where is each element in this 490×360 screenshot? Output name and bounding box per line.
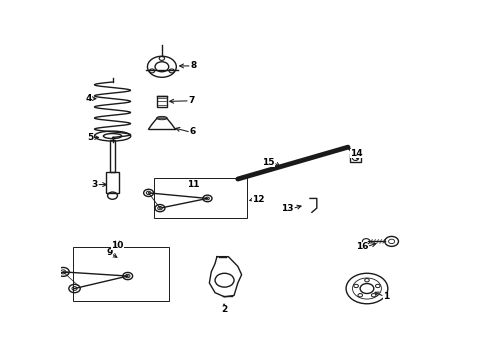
Text: 3: 3 — [92, 180, 98, 189]
Bar — [110, 140, 115, 172]
Text: 15: 15 — [262, 158, 275, 167]
Text: 5: 5 — [87, 133, 94, 142]
Text: 13: 13 — [281, 204, 294, 213]
Text: 8: 8 — [190, 62, 196, 71]
Bar — [154, 177, 247, 218]
Bar — [157, 96, 167, 107]
Text: 11: 11 — [187, 180, 199, 189]
Text: 9: 9 — [107, 248, 113, 257]
Text: 4: 4 — [86, 94, 93, 103]
Text: 7: 7 — [189, 96, 195, 105]
Text: 12: 12 — [252, 195, 265, 204]
Bar — [106, 172, 119, 193]
Bar — [73, 247, 170, 301]
Text: 2: 2 — [221, 305, 228, 314]
Bar — [350, 154, 361, 162]
Text: 6: 6 — [190, 127, 196, 136]
Text: 10: 10 — [111, 240, 123, 249]
Text: 16: 16 — [356, 242, 368, 251]
Text: 1: 1 — [383, 292, 390, 301]
Text: 14: 14 — [350, 149, 363, 158]
